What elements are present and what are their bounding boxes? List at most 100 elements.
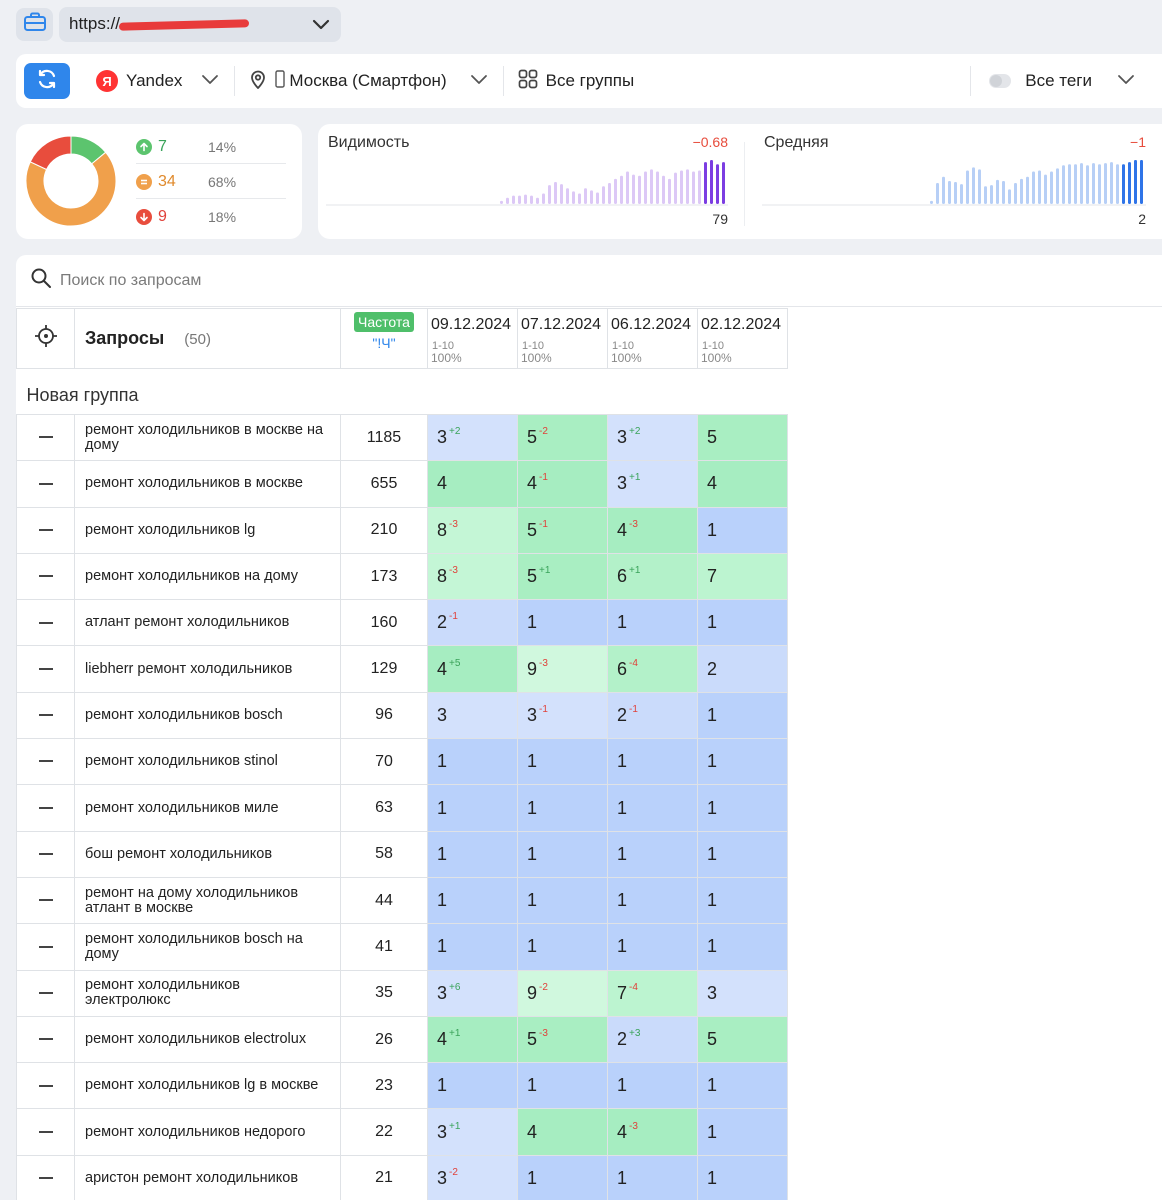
position-cell[interactable]: 1	[607, 923, 698, 971]
position-cell[interactable]: 1	[517, 923, 608, 971]
position-cell[interactable]: 4 -1	[517, 460, 608, 508]
average-metric[interactable]: Средняя −1 2	[754, 124, 1146, 239]
position-cell[interactable]: 8 -3	[427, 506, 518, 554]
row-toggle[interactable]	[16, 923, 75, 971]
position-cell[interactable]: 9 -2	[517, 969, 608, 1017]
row-toggle[interactable]	[16, 969, 75, 1017]
row-toggle[interactable]	[16, 552, 75, 601]
target-column-header[interactable]	[16, 308, 75, 369]
position-cell[interactable]: 1	[517, 1154, 608, 1200]
position-cell[interactable]: 2 -1	[427, 599, 518, 647]
region-select[interactable]: Москва (Смартфон)	[235, 69, 502, 94]
row-toggle[interactable]	[16, 691, 75, 740]
table-row[interactable]: ремонт холодильников в москве 655 4 4 -1 3 +1 4	[16, 460, 788, 508]
engine-select[interactable]: Я Yandex	[70, 69, 234, 94]
row-toggle[interactable]	[16, 1108, 75, 1156]
table-row[interactable]: ремонт на дому холодильников атлант в мо…	[16, 876, 788, 925]
tags-select[interactable]: Все теги	[971, 69, 1162, 94]
query-cell[interactable]: ремонт холодильников в москве на дому	[74, 413, 341, 462]
table-row[interactable]: ремонт холодильников на дому 173 8 -3 5 +1 6 +1…	[16, 552, 788, 601]
position-cell[interactable]: 1	[427, 1062, 518, 1110]
url-select[interactable]: https://	[59, 6, 341, 42]
query-cell[interactable]: ремонт холодильников bosch	[74, 691, 341, 740]
position-cell[interactable]: 1	[697, 876, 788, 925]
stat-up[interactable]: 7 14%	[136, 130, 286, 164]
visibility-metric[interactable]: Видимость −0.68 79	[318, 124, 744, 239]
query-cell[interactable]: ремонт холодильников недорого	[74, 1108, 341, 1156]
row-toggle[interactable]	[16, 876, 75, 925]
row-toggle[interactable]	[16, 506, 75, 554]
row-toggle[interactable]	[16, 645, 75, 693]
row-toggle[interactable]	[16, 599, 75, 647]
position-cell[interactable]: 1	[517, 830, 608, 878]
query-cell[interactable]: ремонт холодильников bosch на дому	[74, 923, 341, 971]
position-cell[interactable]: 5 -3	[517, 1015, 608, 1064]
position-cell[interactable]: 3 +6	[427, 969, 518, 1017]
position-cell[interactable]: 5 -2	[517, 413, 608, 462]
position-cell[interactable]: 7	[697, 552, 788, 601]
position-cell[interactable]: 6 -4	[607, 645, 698, 693]
position-cell[interactable]: 1	[607, 1062, 698, 1110]
query-cell[interactable]: ремонт на дому холодильников атлант в мо…	[74, 876, 341, 925]
table-row[interactable]: ремонт холодильников stinol 70 1 1 1 1	[16, 738, 788, 786]
row-toggle[interactable]	[16, 784, 75, 832]
position-cell[interactable]: 1	[607, 784, 698, 832]
position-cell[interactable]: 1	[697, 506, 788, 554]
table-row[interactable]: ремонт холодильников электролюкс 35 3 +6 9 -2…	[16, 969, 788, 1017]
row-toggle[interactable]	[16, 1154, 75, 1200]
position-cell[interactable]: 9 -3	[517, 645, 608, 693]
table-row[interactable]: ремонт холодильников bosch 96 3 3 -1 2 -1 1	[16, 691, 788, 740]
position-cell[interactable]: 4	[517, 1108, 608, 1156]
position-cell[interactable]: 1	[607, 599, 698, 647]
position-cell[interactable]: 2 +3	[607, 1015, 698, 1064]
query-cell[interactable]: ремонт холодильников stinol	[74, 738, 341, 786]
table-row[interactable]: ремонт холодильников lg 210 8 -3 5 -1 4 -3 1	[16, 506, 788, 554]
position-cell[interactable]: 1	[517, 1062, 608, 1110]
query-cell[interactable]: ремонт холодильников электролюкс	[74, 969, 341, 1017]
query-cell[interactable]: ремонт холодильников в москве	[74, 460, 341, 508]
date-column-header[interactable]: 02.12.2024 1-10 100%	[697, 308, 788, 369]
position-cell[interactable]: 1	[697, 784, 788, 832]
table-row[interactable]: аристон ремонт холодильников 21 3 -2 1 1 1	[16, 1154, 788, 1200]
position-cell[interactable]: 2 -1	[607, 691, 698, 740]
position-cell[interactable]: 1	[427, 830, 518, 878]
position-cell[interactable]: 3	[697, 969, 788, 1017]
position-cell[interactable]: 1	[427, 923, 518, 971]
position-cell[interactable]: 3 +1	[607, 460, 698, 508]
position-cell[interactable]: 4	[697, 460, 788, 508]
position-cell[interactable]: 1	[517, 876, 608, 925]
position-cell[interactable]: 1	[697, 599, 788, 647]
position-cell[interactable]: 1	[607, 876, 698, 925]
query-cell[interactable]: liebherr ремонт холодильников	[74, 645, 341, 693]
position-cell[interactable]: 4	[427, 460, 518, 508]
query-cell[interactable]: бош ремонт холодильников	[74, 830, 341, 878]
position-cell[interactable]: 1	[697, 830, 788, 878]
row-toggle[interactable]	[16, 830, 75, 878]
position-cell[interactable]: 4 -3	[607, 1108, 698, 1156]
position-cell[interactable]: 5	[697, 413, 788, 462]
position-cell[interactable]: 1	[697, 1108, 788, 1156]
table-row[interactable]: ремонт холодильников bosch на дому 41 1 1 1 1	[16, 923, 788, 971]
table-row[interactable]: ремонт холодильников миле 63 1 1 1 1	[16, 784, 788, 832]
frequency-badge[interactable]: Частота	[354, 312, 414, 332]
table-row[interactable]: ремонт холодильников недорого 22 3 +1 4 4 -3 1	[16, 1108, 788, 1156]
table-row[interactable]: liebherr ремонт холодильников 129 4 +5 9 -3 6-…	[16, 645, 788, 693]
table-row[interactable]: бош ремонт холодильников 58 1 1 1 1	[16, 830, 788, 878]
query-cell[interactable]: ремонт холодильников lg в москве	[74, 1062, 341, 1110]
groups-select[interactable]: Все группы	[504, 69, 649, 94]
query-cell[interactable]: ремонт холодильников lg	[74, 506, 341, 554]
query-cell[interactable]: аристон ремонт холодильников	[74, 1154, 341, 1200]
position-cell[interactable]: 1	[517, 784, 608, 832]
search-input[interactable]	[60, 271, 460, 290]
queries-column-header[interactable]: Запросы (50)	[74, 308, 341, 369]
table-row[interactable]: атлант ремонт холодильников 160 2 -1 1 1 1	[16, 599, 788, 647]
position-cell[interactable]: 8 -3	[427, 552, 518, 601]
refresh-button[interactable]	[24, 63, 70, 99]
position-cell[interactable]: 7 -4	[607, 969, 698, 1017]
row-toggle[interactable]	[16, 738, 75, 786]
table-row[interactable]: ремонт холодильников lg в москве 23 1 1 1 1	[16, 1062, 788, 1110]
frequency-type[interactable]: "!Ч"	[372, 335, 396, 351]
position-cell[interactable]: 1	[427, 738, 518, 786]
position-cell[interactable]: 3 -2	[427, 1154, 518, 1200]
position-cell[interactable]: 3 -1	[517, 691, 608, 740]
